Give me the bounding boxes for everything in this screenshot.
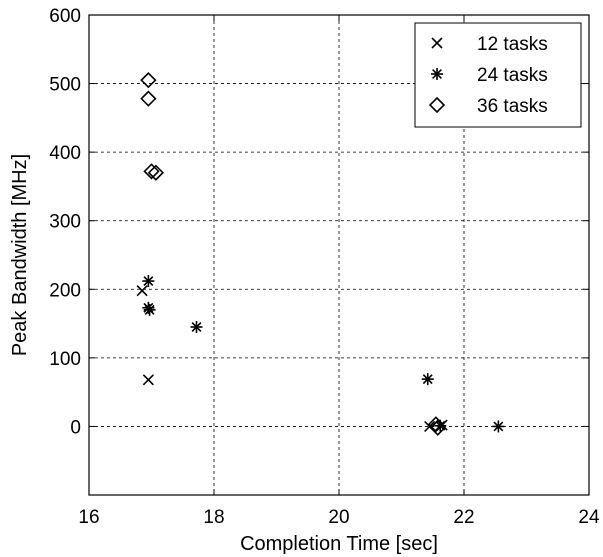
- y-axis-label: Peak Bandwidth [MHz]: [9, 154, 31, 356]
- legend-x-icon: [431, 37, 443, 49]
- data-points: [136, 72, 505, 436]
- data-point-asterisk: [143, 303, 156, 316]
- data-point-x: [142, 374, 154, 386]
- x-axis-label: Completion Time [sec]: [240, 533, 438, 555]
- y-tick-label: 300: [49, 212, 81, 233]
- legend-entry-label: 24 tasks: [477, 65, 548, 86]
- data-point-diamond: [143, 163, 160, 180]
- x-tick-label: 16: [78, 507, 99, 528]
- legend-entry-label: 36 tasks: [477, 96, 548, 117]
- x-tick-label: 18: [203, 507, 224, 528]
- legend: 12 tasks 24 tasks 36 tasks: [414, 22, 582, 128]
- y-tick-label: 200: [49, 280, 81, 301]
- data-point-asterisk: [421, 373, 434, 386]
- legend-asterisk-icon: [431, 68, 443, 80]
- y-tick-label: 400: [49, 143, 81, 164]
- x-tick-label: 24: [578, 507, 600, 528]
- y-tick-label: 0: [70, 417, 81, 438]
- data-point-diamond: [147, 164, 165, 181]
- data-point-asterisk: [142, 275, 155, 288]
- data-point-diamond: [140, 72, 157, 89]
- y-tick-label: 500: [49, 75, 81, 96]
- data-point-x: [136, 285, 148, 297]
- data-point-asterisk: [492, 420, 505, 433]
- data-point-asterisk: [190, 321, 203, 333]
- legend-entry-label: 12 tasks: [477, 34, 548, 55]
- x-tick-label: 22: [453, 507, 474, 528]
- axis-ticks: [88, 14, 590, 495]
- data-point-diamond: [429, 419, 446, 436]
- data-point-diamond: [427, 416, 445, 433]
- tick-labels: 16 18 20 22 24 0 100 200 300 400 500 600: [49, 6, 600, 528]
- y-tick-label: 100: [49, 349, 81, 370]
- legend-box: [414, 22, 582, 128]
- y-tick-label: 600: [49, 6, 81, 27]
- legend-diamond-icon: [428, 96, 446, 114]
- x-tick-label: 20: [328, 507, 349, 528]
- data-point-diamond: [140, 90, 157, 107]
